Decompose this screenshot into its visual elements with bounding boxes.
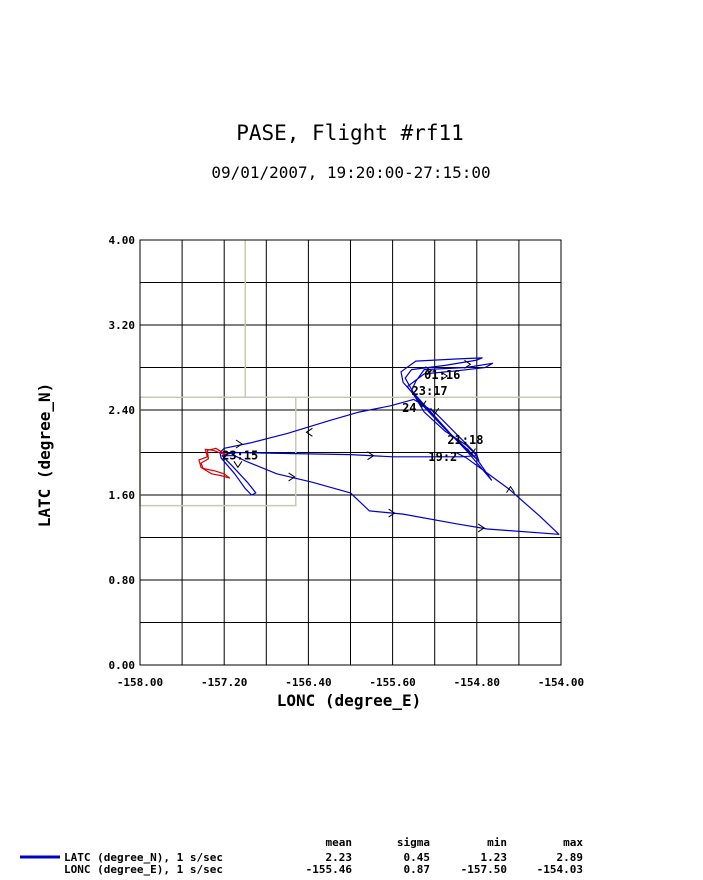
legend-header-min: min: [487, 836, 507, 849]
x-tick-label: -154.80: [454, 676, 500, 689]
time-annotation: 21:18: [447, 433, 483, 447]
x-axis-label: LONC (degree_E): [277, 691, 422, 710]
x-tick-labels: -158.00 -157.20 -156.40 -155.60 -154.80 -154.…: [117, 676, 584, 689]
direction-arrow: [425, 366, 433, 376]
direction-arrows: [233, 359, 515, 533]
legend-row-label: LONC (degree_E), 1 s/sec: [64, 863, 223, 876]
direction-arrow: [506, 485, 515, 493]
legend-row-mean: -155.46: [306, 863, 353, 876]
legend: mean sigma min max LATC (degree_N), 1 s/…: [20, 836, 583, 876]
y-tick-label: 3.20: [109, 319, 136, 332]
legend-header-max: max: [563, 836, 583, 849]
chart-subtitle: 09/01/2007, 19:20:00-27:15:00: [211, 163, 490, 182]
x-tick-label: -155.60: [369, 676, 415, 689]
x-tick-label: -154.00: [538, 676, 584, 689]
legend-row-sigma: 0.87: [404, 863, 431, 876]
y-tick-labels: 0.00 0.80 1.60 2.40 3.20 4.00: [109, 234, 136, 672]
legend-row-min: 1.23: [481, 851, 508, 864]
grid-lines: [140, 240, 561, 665]
x-tick-label: -158.00: [117, 676, 163, 689]
time-annotation: 24: [402, 401, 416, 415]
direction-arrow: [367, 451, 375, 461]
direction-arrow: [288, 472, 296, 482]
plot-frame: [139, 239, 562, 666]
direction-arrow: [417, 400, 427, 408]
legend-header-sigma: sigma: [397, 836, 430, 849]
direction-arrow: [388, 508, 396, 518]
time-annotation: 23:17: [412, 384, 448, 398]
legend-row-label: LATC (degree_N), 1 s/sec: [64, 851, 223, 864]
direction-arrow: [467, 448, 476, 456]
y-axis-label: LATC (degree_N): [35, 383, 54, 528]
time-annotations: 01:16 23:17 24 21:18 19:2 23:15: [222, 368, 483, 464]
y-tick-label: 0.80: [109, 574, 136, 587]
time-annotation: 19:2: [428, 450, 457, 464]
takeoff-track-line: [198, 447, 231, 479]
direction-arrow: [235, 439, 243, 449]
legend-row-max: 2.89: [557, 851, 584, 864]
x-tick-label: -157.20: [201, 676, 247, 689]
legend-row-max: -154.03: [537, 863, 583, 876]
direction-arrow: [440, 371, 449, 381]
direction-arrow: [305, 427, 313, 437]
flight-track-line: [219, 357, 560, 535]
time-annotation: 01:16: [424, 368, 460, 382]
y-tick-label: 1.60: [109, 489, 136, 502]
direction-arrow: [430, 407, 440, 416]
y-tick-label: 0.00: [109, 659, 136, 672]
direction-arrow: [477, 523, 486, 533]
y-tick-label: 4.00: [109, 234, 136, 247]
direction-arrow: [464, 359, 472, 369]
chart-title: PASE, Flight #rf11: [236, 121, 464, 145]
flight-tracks: [198, 357, 560, 535]
legend-row-sigma: 0.45: [404, 851, 431, 864]
legend-header-mean: mean: [326, 836, 353, 849]
time-annotation: 23:15: [222, 449, 258, 463]
x-tick-label: -156.40: [285, 676, 331, 689]
y-tick-label: 2.40: [109, 404, 136, 417]
legend-row-min: -157.50: [461, 863, 507, 876]
direction-arrow: [233, 461, 243, 469]
legend-row-mean: 2.23: [326, 851, 353, 864]
